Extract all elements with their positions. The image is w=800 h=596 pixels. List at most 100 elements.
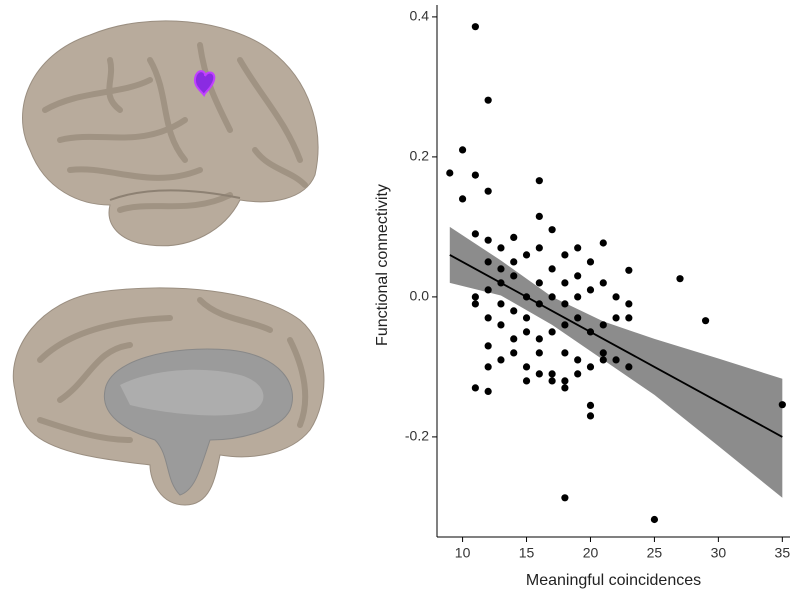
x-tick-label: 20: [583, 545, 599, 561]
data-point: [471, 384, 479, 392]
data-point: [599, 349, 607, 357]
data-point: [535, 244, 543, 252]
data-point: [574, 293, 582, 301]
data-point: [535, 212, 543, 220]
data-point: [535, 279, 543, 287]
data-point: [586, 363, 595, 371]
x-tick-label: 15: [519, 545, 535, 561]
y-tick-label: 0.4: [410, 8, 430, 24]
data-point: [574, 314, 582, 322]
data-point: [612, 293, 620, 301]
data-point: [510, 272, 518, 280]
data-point: [548, 377, 556, 385]
data-point: [561, 349, 569, 357]
data-point: [497, 300, 505, 308]
data-point: [574, 370, 582, 378]
x-axis-label: Meaningful coincidences: [526, 572, 701, 589]
data-point: [535, 177, 543, 185]
data-point: [676, 275, 684, 283]
data-point: [561, 300, 569, 308]
data-point: [510, 335, 518, 343]
data-point: [586, 286, 595, 294]
data-point: [535, 300, 543, 308]
data-point: [574, 244, 582, 252]
data-point: [561, 384, 569, 392]
data-point: [548, 328, 556, 336]
data-point: [458, 195, 467, 203]
data-point: [510, 307, 518, 315]
data-point: [586, 258, 595, 266]
x-tick-label: 10: [455, 545, 471, 561]
data-point: [522, 293, 531, 301]
data-point: [599, 279, 607, 287]
data-point: [446, 169, 454, 177]
data-point: [497, 265, 505, 273]
data-point: [484, 96, 492, 104]
data-point: [548, 226, 556, 234]
data-point: [599, 356, 607, 364]
x-tick-label: 30: [711, 545, 727, 561]
data-point: [778, 401, 786, 409]
data-point: [535, 370, 543, 378]
data-point: [574, 356, 582, 364]
data-point: [484, 187, 492, 195]
data-point: [484, 363, 492, 371]
data-point: [471, 300, 479, 308]
data-point: [522, 377, 531, 385]
data-point: [484, 286, 492, 294]
x-tick-label: 25: [647, 545, 663, 561]
data-point: [599, 239, 607, 247]
data-point: [625, 266, 633, 274]
data-point: [561, 251, 569, 259]
data-point: [458, 146, 467, 154]
data-point: [484, 258, 492, 266]
data-point: [484, 387, 492, 395]
data-point: [625, 300, 633, 308]
y-tick-label: 0.2: [410, 148, 430, 164]
data-point: [510, 349, 518, 357]
data-point: [548, 370, 556, 378]
data-point: [522, 251, 531, 259]
data-point: [497, 321, 505, 329]
data-point: [586, 328, 595, 336]
x-tick-label: 35: [775, 545, 791, 561]
data-point: [574, 272, 582, 280]
data-point: [561, 279, 569, 287]
data-point: [510, 258, 518, 266]
data-point: [471, 293, 479, 301]
y-tick-label: -0.2: [405, 428, 429, 444]
y-tick-label: 0.0: [410, 288, 430, 304]
y-axis-label: Functional connectivity: [374, 184, 391, 346]
data-point: [548, 293, 556, 301]
data-point: [548, 265, 556, 273]
data-point: [561, 377, 569, 385]
data-point: [612, 314, 620, 322]
data-point: [510, 233, 518, 241]
data-point: [535, 335, 543, 343]
data-point: [561, 494, 569, 502]
data-point: [471, 230, 479, 238]
data-point: [522, 363, 531, 371]
data-point: [471, 23, 479, 31]
data-point: [522, 314, 531, 322]
data-point: [484, 342, 492, 350]
data-point: [484, 314, 492, 322]
data-point: [561, 321, 569, 329]
data-point: [586, 412, 595, 420]
data-point: [497, 279, 505, 287]
data-point: [701, 317, 710, 325]
data-point: [471, 171, 479, 179]
data-point: [586, 401, 595, 409]
data-point: [650, 515, 659, 524]
data-point: [535, 349, 543, 357]
data-point: [497, 244, 505, 252]
data-point: [625, 314, 633, 322]
brain-lateral: [22, 20, 319, 247]
data-point: [599, 321, 607, 329]
data-point: [497, 356, 505, 364]
data-point: [484, 236, 492, 244]
data-point: [522, 328, 531, 336]
brain-medial: [12, 287, 325, 506]
data-point: [612, 356, 620, 364]
